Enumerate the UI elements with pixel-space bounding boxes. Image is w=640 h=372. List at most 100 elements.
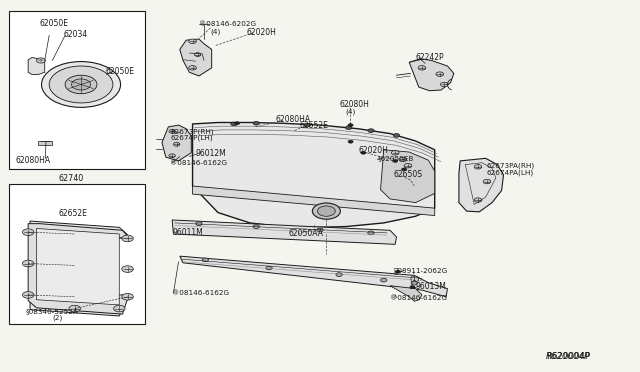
Circle shape — [361, 151, 366, 154]
Bar — [9, 11, 145, 169]
Circle shape — [22, 292, 34, 298]
Text: ®08146-6162G: ®08146-6162G — [172, 290, 229, 296]
Text: 62050AA: 62050AA — [288, 229, 323, 238]
Circle shape — [72, 79, 91, 90]
Text: 62242P: 62242P — [415, 53, 444, 62]
Polygon shape — [390, 286, 422, 301]
Polygon shape — [30, 221, 127, 316]
Text: (1): (1) — [409, 275, 419, 282]
Circle shape — [22, 229, 34, 235]
Circle shape — [122, 235, 133, 242]
Circle shape — [189, 65, 196, 70]
Text: 62080HA: 62080HA — [15, 155, 51, 165]
Text: 96013M: 96013M — [415, 282, 447, 291]
Circle shape — [122, 266, 133, 272]
Circle shape — [122, 294, 133, 300]
Circle shape — [401, 168, 406, 171]
Circle shape — [393, 160, 397, 162]
Text: ®08146-6202G: ®08146-6202G — [199, 21, 256, 27]
Circle shape — [395, 270, 400, 273]
Bar — [9, 184, 145, 324]
Circle shape — [348, 140, 353, 143]
Polygon shape — [459, 158, 504, 212]
Polygon shape — [193, 186, 435, 215]
Text: (4): (4) — [211, 28, 221, 35]
Text: §08340-5252A: §08340-5252A — [26, 308, 79, 314]
Text: 62650S: 62650S — [394, 170, 422, 179]
Circle shape — [113, 305, 125, 312]
Polygon shape — [381, 150, 435, 203]
Circle shape — [474, 198, 482, 202]
Polygon shape — [38, 141, 52, 145]
Circle shape — [266, 266, 272, 270]
Text: 62034: 62034 — [64, 30, 88, 39]
Circle shape — [392, 151, 399, 155]
Circle shape — [399, 157, 406, 161]
Text: R620004P: R620004P — [546, 352, 591, 361]
Polygon shape — [28, 224, 129, 314]
Text: (4): (4) — [346, 109, 356, 115]
Circle shape — [381, 278, 387, 282]
Text: 62740: 62740 — [59, 174, 84, 183]
Circle shape — [202, 258, 209, 262]
Text: 62080H: 62080H — [339, 100, 369, 109]
Polygon shape — [180, 39, 212, 76]
Circle shape — [418, 65, 426, 70]
Polygon shape — [172, 220, 396, 244]
Text: 62673PA(RH): 62673PA(RH) — [487, 163, 535, 169]
Text: 62080HA: 62080HA — [275, 115, 310, 124]
Circle shape — [189, 39, 196, 44]
Text: R620004P: R620004P — [546, 352, 590, 361]
Circle shape — [253, 121, 259, 125]
Circle shape — [368, 129, 374, 132]
Text: 62674P(LH): 62674P(LH) — [170, 135, 213, 141]
Circle shape — [231, 122, 237, 126]
Polygon shape — [36, 228, 119, 305]
Text: 62673P(RH): 62673P(RH) — [170, 128, 214, 135]
Text: ®08146-6162G: ®08146-6162G — [170, 160, 227, 166]
Text: §62050EB: §62050EB — [378, 155, 413, 161]
Text: ®08146-6162G: ®08146-6162G — [390, 295, 447, 301]
Circle shape — [173, 142, 180, 146]
Text: (2): (2) — [52, 315, 63, 321]
Circle shape — [368, 231, 374, 235]
Text: 62050E: 62050E — [105, 67, 134, 76]
Polygon shape — [193, 122, 435, 227]
Circle shape — [196, 222, 202, 225]
Polygon shape — [162, 125, 191, 161]
Circle shape — [65, 75, 97, 94]
Circle shape — [394, 134, 399, 137]
Circle shape — [312, 203, 340, 219]
Circle shape — [346, 126, 352, 129]
Text: 62050E: 62050E — [40, 19, 68, 28]
Circle shape — [483, 179, 491, 184]
Circle shape — [436, 72, 444, 76]
Text: 96012M: 96012M — [196, 150, 227, 158]
Circle shape — [22, 260, 34, 267]
Circle shape — [411, 281, 417, 285]
Circle shape — [404, 163, 412, 168]
Text: 96011M: 96011M — [172, 228, 203, 237]
Circle shape — [474, 164, 482, 169]
Circle shape — [317, 228, 323, 232]
Circle shape — [195, 53, 201, 57]
Text: ⓝ08911-2062G: ⓝ08911-2062G — [394, 267, 447, 274]
Circle shape — [304, 123, 310, 127]
Circle shape — [169, 154, 175, 158]
Circle shape — [69, 305, 81, 312]
Text: 62652E: 62652E — [59, 209, 88, 218]
Circle shape — [169, 129, 175, 133]
Polygon shape — [28, 58, 45, 74]
Circle shape — [410, 286, 415, 289]
Text: 62652E: 62652E — [300, 121, 328, 129]
Text: 62674PA(LH): 62674PA(LH) — [487, 170, 534, 176]
Text: 62020H: 62020H — [358, 147, 388, 155]
Text: 62020H: 62020H — [246, 28, 276, 37]
Circle shape — [42, 62, 120, 108]
Circle shape — [49, 66, 113, 103]
Circle shape — [348, 124, 353, 126]
Circle shape — [317, 206, 335, 216]
Circle shape — [336, 273, 342, 276]
Polygon shape — [409, 59, 454, 91]
Circle shape — [253, 225, 259, 228]
